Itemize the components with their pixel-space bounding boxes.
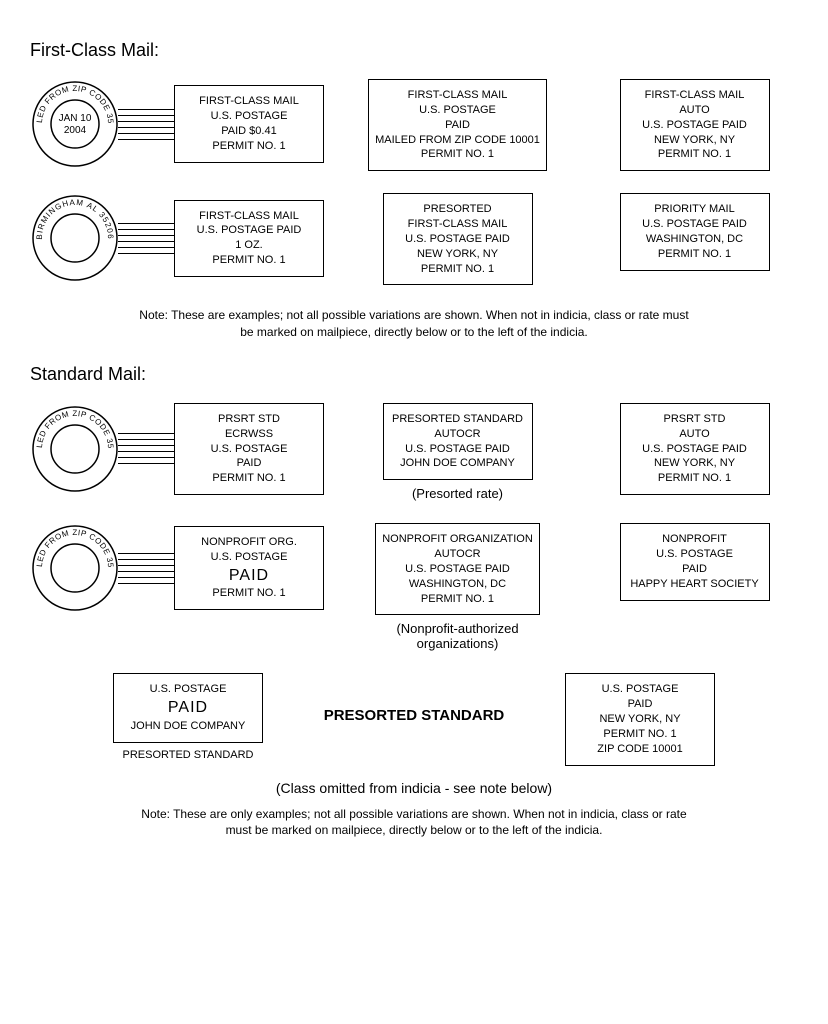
- svg-text:MAILED FROM ZIP CODE 35406: MAILED FROM ZIP CODE 35406: [30, 523, 115, 568]
- indicia-box: U.S. POSTAGEPAIDNEW YORK, NYPERMIT NO. 1…: [565, 673, 715, 765]
- cancellation-lines: [118, 433, 174, 464]
- cancellation-lines: [118, 553, 174, 584]
- indicia-box: FIRST-CLASS MAILU.S. POSTAGE PAID1 OZ.PE…: [174, 200, 324, 277]
- indicia-box: PRSRT STDAUTOU.S. POSTAGE PAIDNEW YORK, …: [620, 403, 770, 495]
- cancellation-lines: [118, 223, 174, 254]
- cancellation-lines: [118, 109, 174, 140]
- postmark-icon: MAILED FROM ZIP CODE 35406: [30, 523, 120, 613]
- first-class-note: Note: These are examples; not all possib…: [134, 307, 694, 339]
- first-class-row-1: MAILED FROM ZIP CODE 35406 JAN 10 2004 F…: [30, 79, 798, 171]
- indicia-sublabel: PRESORTED STANDARD: [122, 749, 253, 761]
- presorted-standard-label: PRESORTED STANDARD: [324, 673, 505, 724]
- indicia-box: NONPROFITU.S. POSTAGEPAIDHAPPY HEART SOC…: [620, 523, 770, 600]
- standard-row-2: MAILED FROM ZIP CODE 35406 NONPROFIT ORG…: [30, 523, 798, 651]
- row-caption: (Nonprofit-authorized organizations): [354, 621, 561, 651]
- indicia-box: NONPROFIT ORGANIZATIONAUTOCRU.S. POSTAGE…: [375, 523, 540, 615]
- standard-note: Note: These are only examples; not all p…: [134, 806, 694, 838]
- svg-text:2004: 2004: [64, 125, 87, 136]
- indicia-box: PRSRT STDECRWSSU.S. POSTAGEPAIDPERMIT NO…: [174, 403, 324, 495]
- svg-text:BIRMINGHAM AL 35206: BIRMINGHAM AL 35206: [35, 198, 115, 240]
- standard-row-1: MAILED FROM ZIP CODE 35406 PRSRT STDECRW…: [30, 403, 798, 501]
- indicia-box: FIRST-CLASS MAILU.S. POSTAGEPAIDMAILED F…: [368, 79, 547, 171]
- first-class-row-2: BIRMINGHAM AL 35206 FIRST-CLASS MAILU.S.…: [30, 193, 798, 285]
- row-caption: (Presorted rate): [412, 486, 503, 501]
- standard-row-3: U.S. POSTAGEPAIDJOHN DOE COMPANY PRESORT…: [30, 673, 798, 765]
- postmark-icon: MAILED FROM ZIP CODE 35406: [30, 404, 120, 494]
- first-class-title: First-Class Mail:: [30, 40, 798, 61]
- svg-text:MAILED FROM ZIP CODE 35406: MAILED FROM ZIP CODE 35406: [30, 404, 115, 449]
- postmark-icon: BIRMINGHAM AL 35206: [30, 193, 120, 283]
- indicia-box: FIRST-CLASS MAILAUTOU.S. POSTAGE PAIDNEW…: [620, 79, 770, 171]
- postmark-icon: MAILED FROM ZIP CODE 35406 JAN 10 2004: [30, 79, 120, 169]
- indicia-box: PRESORTED STANDARDAUTOCRU.S. POSTAGE PAI…: [383, 403, 533, 480]
- indicia-box: PRESORTEDFIRST-CLASS MAILU.S. POSTAGE PA…: [383, 193, 533, 285]
- indicia-box: U.S. POSTAGEPAIDJOHN DOE COMPANY: [113, 673, 263, 742]
- indicia-box: FIRST-CLASS MAILU.S. POSTAGEPAID $0.41PE…: [174, 85, 324, 162]
- indicia-box: PRIORITY MAILU.S. POSTAGE PAIDWASHINGTON…: [620, 193, 770, 270]
- row-caption: (Class omitted from indicia - see note b…: [30, 780, 798, 796]
- svg-text:JAN 10: JAN 10: [59, 113, 92, 124]
- indicia-box: NONPROFIT ORG.U.S. POSTAGEPAIDPERMIT NO.…: [174, 526, 324, 610]
- standard-title: Standard Mail:: [30, 364, 798, 385]
